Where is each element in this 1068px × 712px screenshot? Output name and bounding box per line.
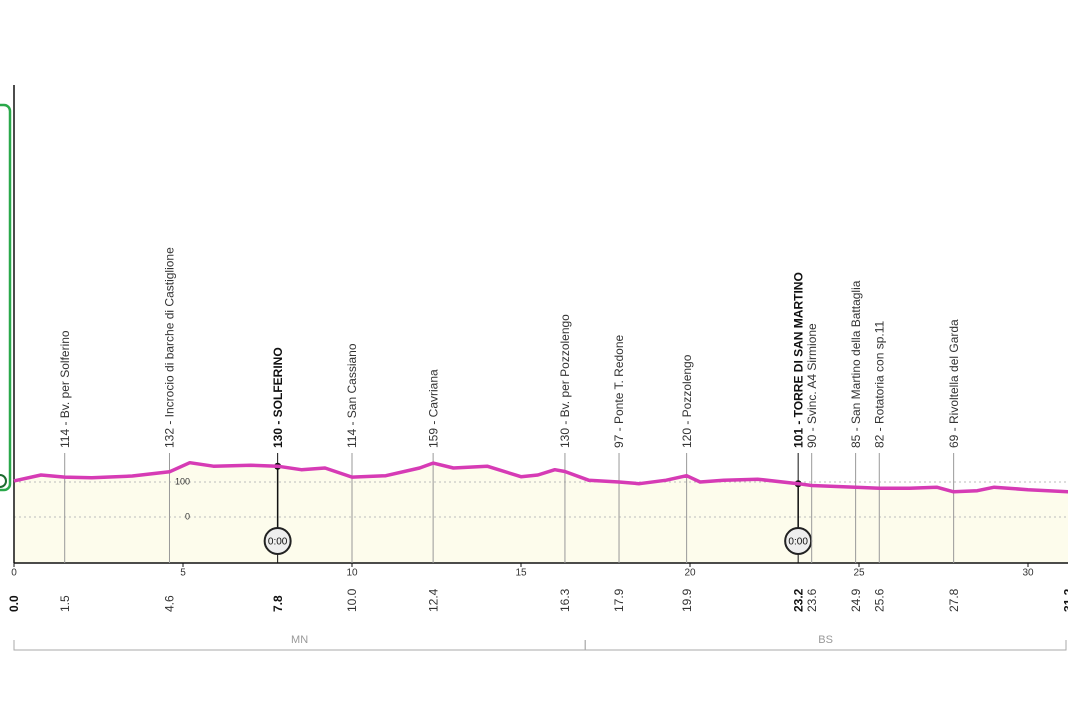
start-box <box>0 103 12 492</box>
region-label: MN <box>291 634 308 646</box>
profile-area <box>14 462 1068 563</box>
region-label: BS <box>818 634 833 646</box>
y-tick-label: 0 <box>185 511 190 521</box>
x-tick-label: 5 <box>180 568 186 579</box>
timer-icon <box>784 527 813 555</box>
timer-label: 0:00 <box>268 537 288 548</box>
distance-label: 0.0 <box>7 595 21 612</box>
x-tick-label: 10 <box>346 568 358 579</box>
waypoint-label: 114 - San Cassiano <box>345 343 359 448</box>
waypoint-label: 82 - Rotatoria con sp.11 <box>872 320 886 448</box>
x-tick-label: 20 <box>684 568 696 579</box>
waypoint-label: 114 - Bv. per Solferino <box>58 330 72 448</box>
x-tick-label: 15 <box>515 568 527 579</box>
x-tick-label: 30 <box>1022 568 1034 579</box>
waypoint-label: 85 - San Martino della Battaglia <box>849 280 863 448</box>
waypoint-label: 69 - Rivoltella del Garda <box>947 319 961 448</box>
distance-label: 27.8 <box>947 588 961 612</box>
waypoint-label: 132 - Incrocio di barche di Castiglione <box>163 247 177 448</box>
distance-label: 1.5 <box>58 595 72 612</box>
distance-label: 16.3 <box>558 588 572 612</box>
profile-line <box>13 460 1068 494</box>
distance-label: 12.4 <box>426 588 440 612</box>
y-tick-label: 100 <box>175 476 190 486</box>
waypoint-label: 130 - SOLFERINO <box>271 347 285 448</box>
distance-label: 23.6 <box>805 588 819 612</box>
x-tick-label: 0 <box>11 568 17 579</box>
waypoint-label: 90 - Svinc. A4 Sirmione <box>805 323 819 448</box>
distance-label: 19.9 <box>680 588 694 612</box>
timer-icon <box>263 527 292 555</box>
distance-label: 17.9 <box>612 588 626 612</box>
waypoint-label: 120 - Pozzolengo <box>680 354 694 448</box>
distance-label: 31.2 <box>1062 588 1068 612</box>
timer-label: 0:00 <box>788 537 808 548</box>
waypoint-label: 97 - Ponte T. Redone <box>612 334 626 448</box>
waypoint-label: 159 - Cavriana <box>426 369 440 448</box>
x-tick-label: 25 <box>853 568 865 579</box>
distance-label: 10.0 <box>345 588 359 612</box>
waypoint-label: 101 - TORRE DI SAN MARTINO <box>791 272 805 448</box>
distance-label: 23.2 <box>791 588 805 612</box>
distance-label: 25.6 <box>872 588 886 612</box>
distance-label: 24.9 <box>849 588 863 612</box>
waypoint-label: 130 - Bv. per Pozzolengo <box>558 314 572 448</box>
distance-label: 4.6 <box>163 595 177 612</box>
distance-label: 7.8 <box>271 595 285 612</box>
start-marker <box>0 474 7 488</box>
region-bracket <box>584 640 1067 651</box>
